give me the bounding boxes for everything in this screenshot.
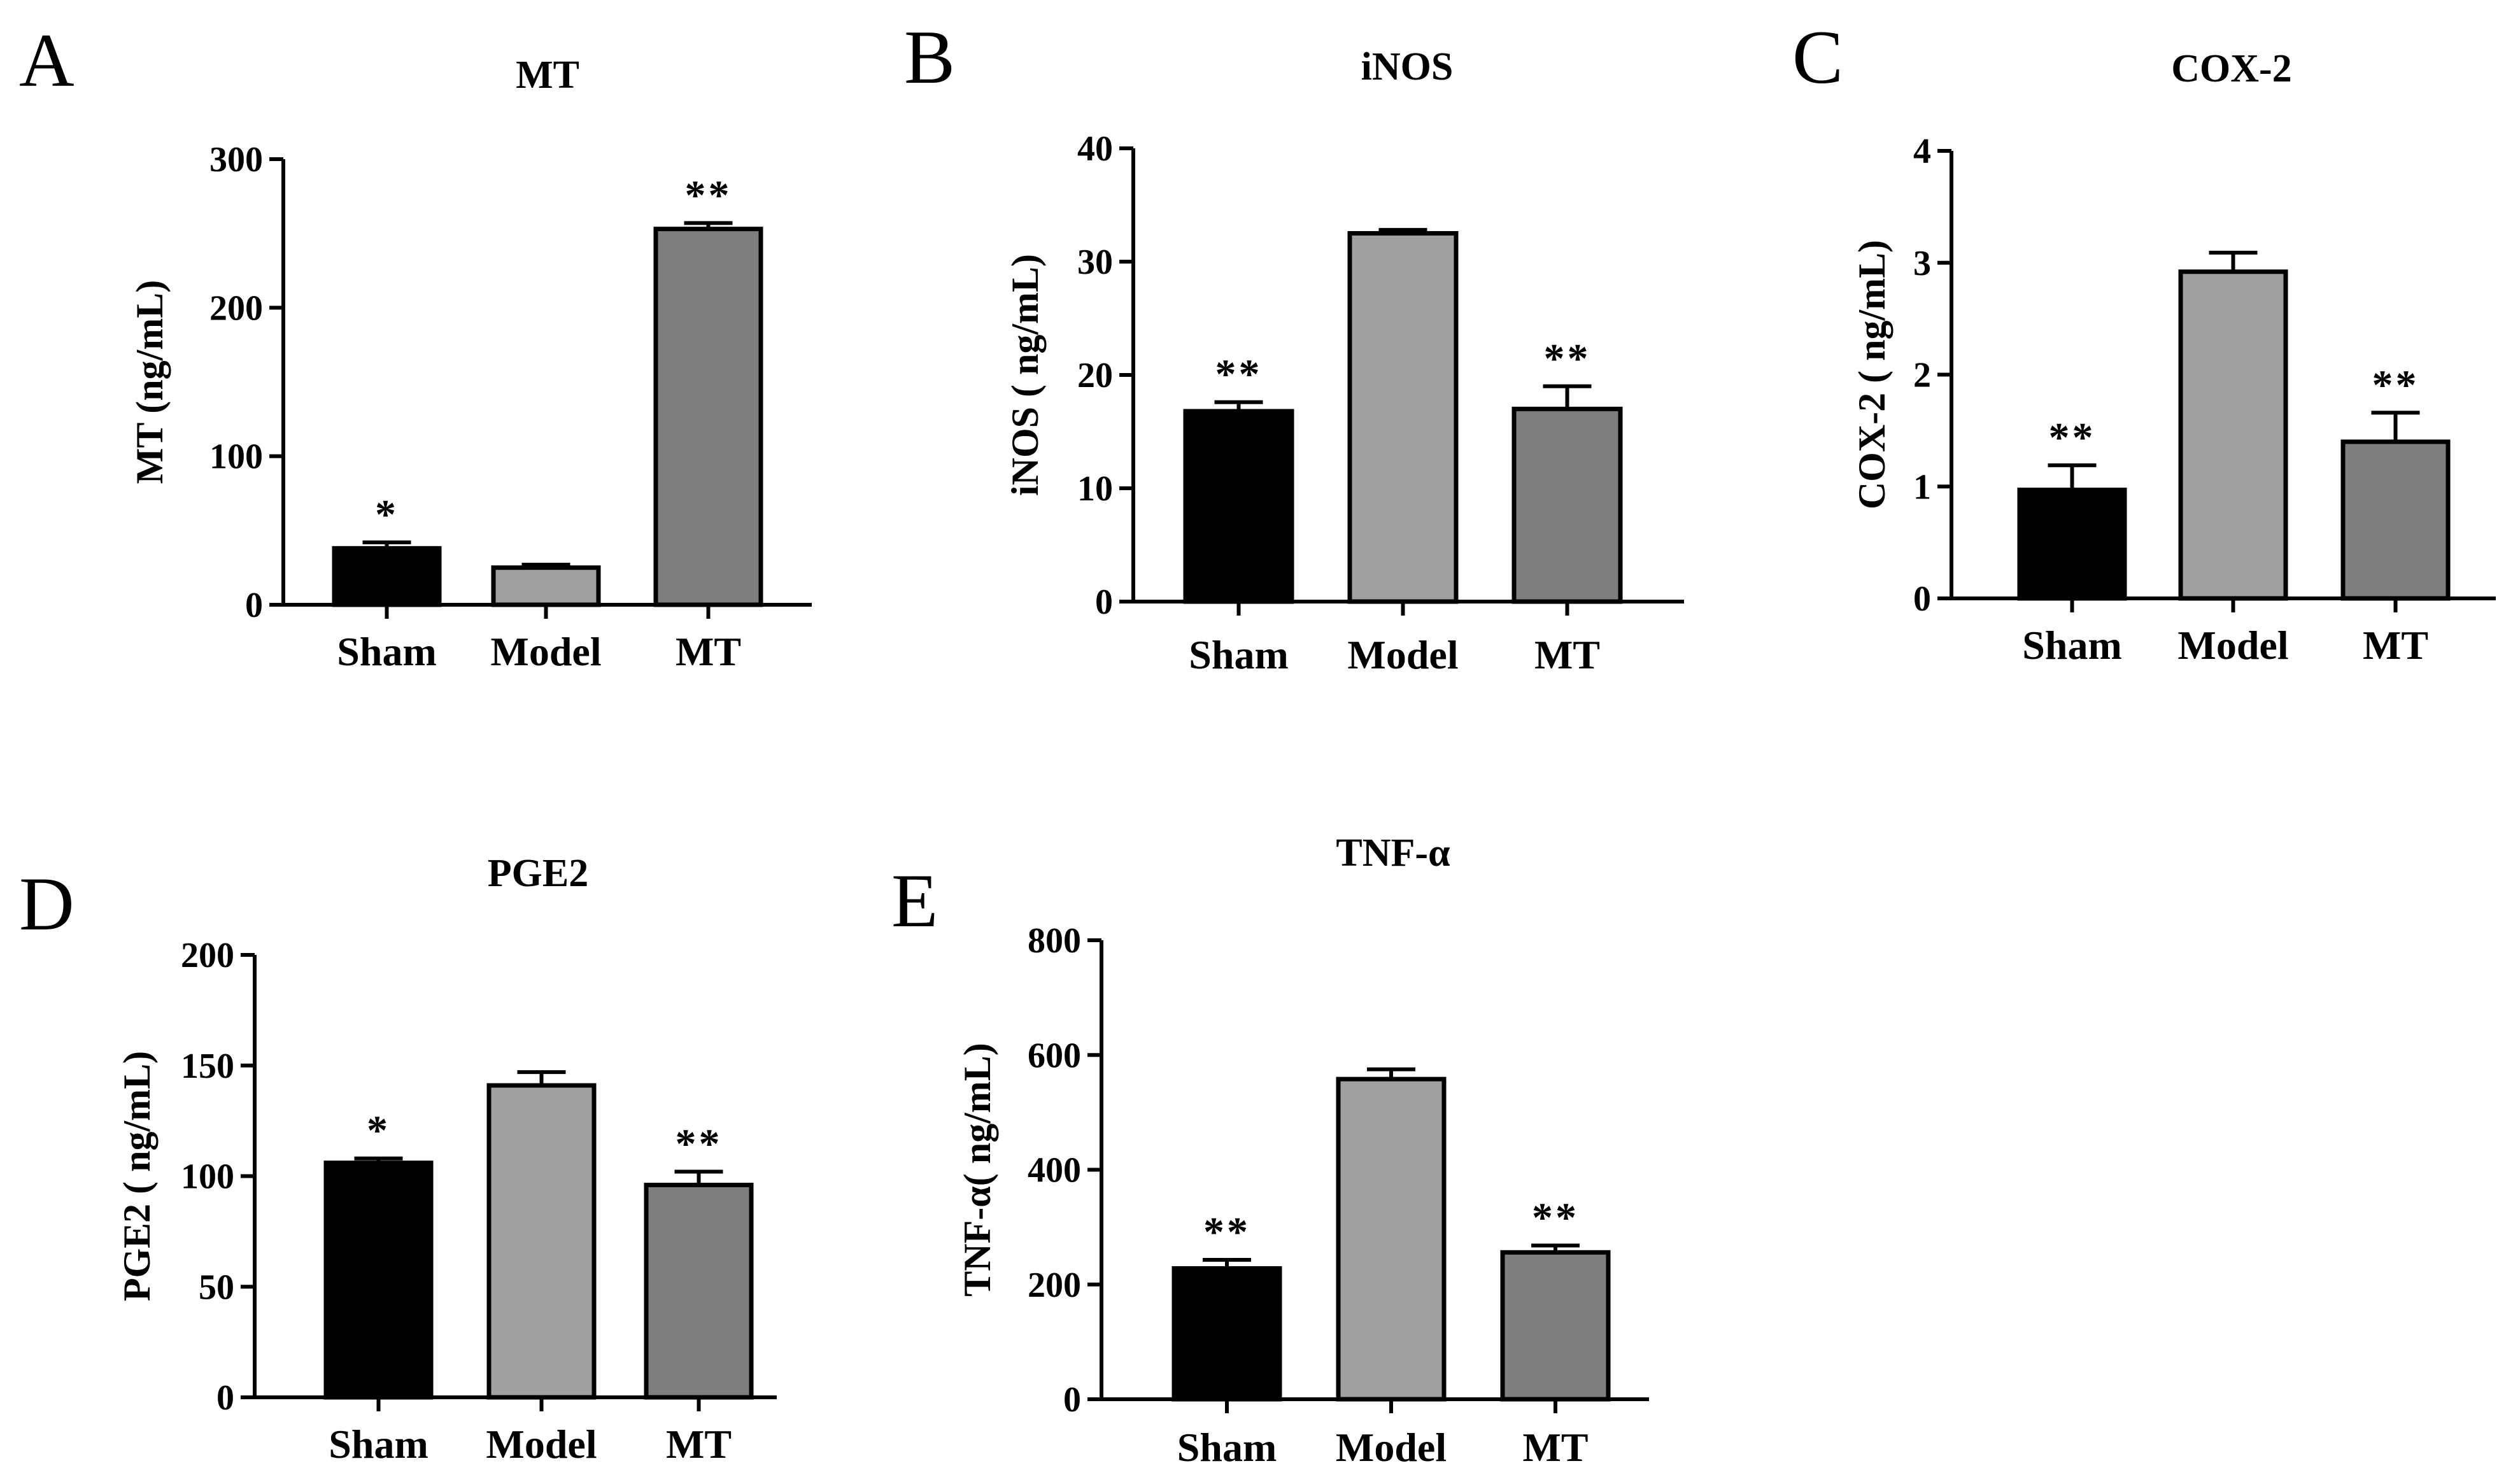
y-axis-title: MT (ng/mL): [129, 280, 171, 484]
significance-marker: **: [685, 172, 732, 218]
y-tick-label: 200: [1028, 1266, 1081, 1305]
significance-marker: **: [1215, 351, 1263, 398]
y-tick-label: 600: [1028, 1036, 1081, 1075]
category-label: Sham: [2022, 623, 2122, 668]
panel-letter: D: [19, 861, 74, 946]
bar-mt: [1500, 1250, 1611, 1402]
y-tick-label: 200: [209, 288, 263, 328]
bar-mt: [1511, 406, 1623, 604]
bar-sham: [1183, 409, 1294, 604]
panel-letter: A: [19, 18, 74, 102]
y-tick-label: 4: [1913, 132, 1931, 171]
category-label: MT: [1534, 632, 1600, 677]
y-axis-title: COX-2 ( ng/mL): [1851, 240, 1893, 509]
chart-panel-a: A MT 0 100 200 300 MT (ng/mL) Sham * Model MT **: [19, 18, 812, 674]
panel-letter: C: [1792, 15, 1843, 99]
panel-letter: E: [891, 858, 938, 943]
category-label: Model: [1347, 632, 1458, 677]
y-axis-title: TNF-α( ng/mL): [956, 1043, 998, 1296]
significance-marker: **: [1544, 335, 1591, 382]
bar-sham: [1172, 1266, 1282, 1402]
y-tick-label: 150: [181, 1047, 234, 1086]
significance-marker: *: [367, 1108, 390, 1154]
category-label: Sham: [1189, 632, 1289, 677]
bar-mt: [653, 227, 763, 607]
category-label: MT: [2363, 623, 2428, 668]
y-tick-label: 200: [181, 936, 234, 975]
y-tick-label: 10: [1077, 469, 1113, 509]
y-tick-label: 30: [1077, 243, 1113, 282]
y-tick-label: 20: [1077, 356, 1113, 395]
chart-panel-d: D PGE2 0 50 100 150 200 PGE2 ( ng/mL) Sham * Model…: [19, 852, 777, 1467]
y-axis-title: PGE2 ( ng/mL): [116, 1051, 158, 1301]
bar-model: [1347, 231, 1459, 604]
significance-marker: *: [375, 491, 399, 538]
bar-model: [491, 565, 601, 607]
significance-marker: **: [1203, 1209, 1250, 1255]
significance-marker: **: [2049, 414, 2096, 461]
chart-title: MT: [516, 53, 579, 97]
bar-model: [486, 1083, 597, 1400]
chart-panel-e: E TNF-α 0 200 400 600 800 TNF-α( ng/mL) Sham ** Mo…: [891, 831, 1649, 1470]
category-label: Model: [486, 1422, 597, 1467]
chart-panel-c: C COX-2 0 1 2 3 4 COX-2 ( ng/mL) Sham ** Model MT **: [1792, 15, 2496, 668]
bar-sham: [2017, 488, 2127, 601]
category-label: Model: [1336, 1425, 1447, 1470]
y-axis-title: iNOS ( ng/mL): [1004, 254, 1046, 496]
category-label: Sham: [337, 629, 437, 674]
bar-mt: [644, 1182, 754, 1400]
significance-marker: **: [2372, 362, 2419, 408]
category-label: Sham: [1177, 1425, 1277, 1470]
bar-sham: [323, 1161, 434, 1400]
bar-sham: [332, 546, 442, 607]
significance-marker: **: [676, 1121, 723, 1168]
category-label: Sham: [329, 1422, 428, 1467]
significance-marker: **: [1532, 1194, 1579, 1241]
chart-title: PGE2: [488, 852, 588, 895]
y-tick-label: 0: [245, 586, 263, 625]
category-label: MT: [666, 1422, 732, 1467]
y-tick-label: 800: [1028, 921, 1081, 961]
bar-model: [1336, 1076, 1447, 1402]
y-tick-label: 50: [199, 1267, 234, 1307]
y-tick-label: 1: [1913, 467, 1931, 507]
category-label: Model: [2177, 623, 2288, 668]
category-label: MT: [676, 629, 741, 674]
y-tick-label: 0: [1095, 582, 1113, 622]
bar-model: [2178, 269, 2288, 601]
y-tick-label: 400: [1028, 1151, 1081, 1190]
y-tick-label: 2: [1913, 356, 1931, 395]
y-tick-label: 300: [209, 140, 263, 180]
y-tick-label: 0: [216, 1378, 234, 1418]
category-label: Model: [490, 629, 601, 674]
y-tick-label: 3: [1913, 244, 1931, 283]
y-tick-label: 0: [1063, 1380, 1081, 1420]
y-tick-label: 0: [1913, 579, 1931, 619]
panel-letter: B: [904, 15, 955, 99]
chart-title: COX-2: [2171, 47, 2291, 90]
y-tick-label: 40: [1077, 129, 1113, 169]
y-tick-label: 100: [209, 437, 263, 477]
category-label: MT: [1522, 1425, 1588, 1470]
bar-mt: [2340, 439, 2451, 601]
chart-title: iNOS: [1361, 45, 1454, 88]
chart-title: TNF-α: [1336, 831, 1450, 875]
y-tick-label: 100: [181, 1157, 234, 1197]
